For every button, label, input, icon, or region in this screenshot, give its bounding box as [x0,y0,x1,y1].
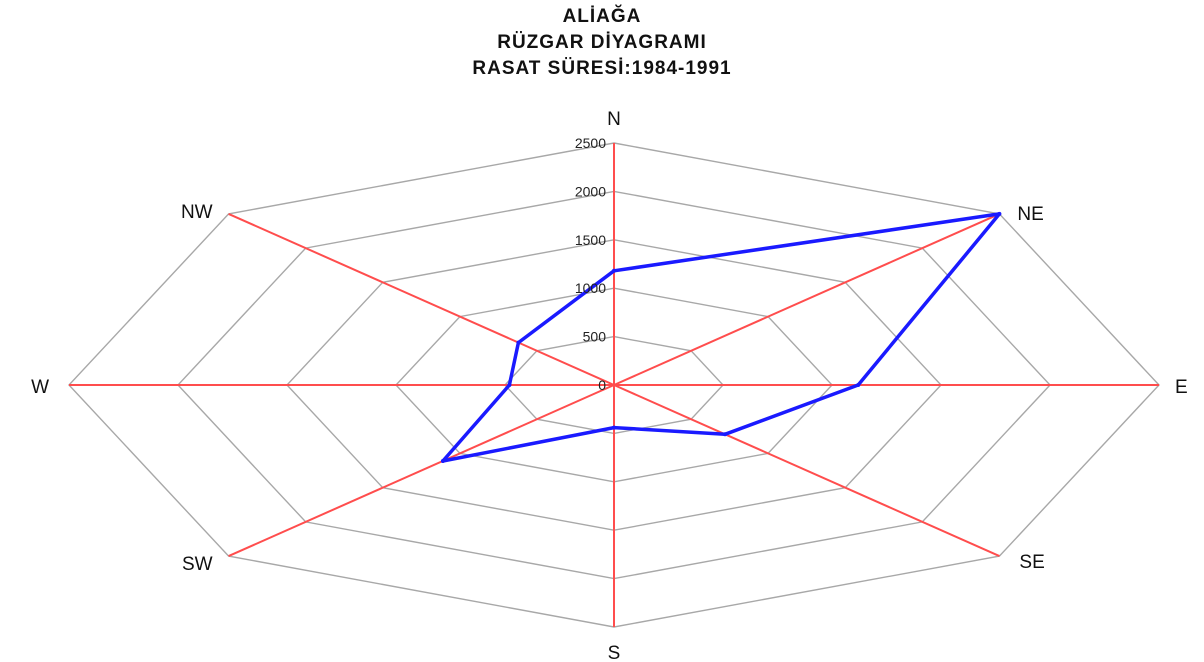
direction-label-e: E [1175,377,1188,398]
title-line-3: RASAT SÜRESİ:1984-1991 [472,58,732,79]
data-point-ne [997,211,1002,216]
direction-label-s: S [608,643,621,662]
direction-label-se: SE [1019,552,1044,573]
axis-spoke-ne [613,212,1000,386]
tick-label-500: 500 [583,329,607,345]
data-point-sw [440,459,445,463]
direction-label-ne: NE [1017,204,1043,225]
label-layer: N NE E SE S SW W NW [31,109,1188,662]
chart-title: ALİAĞA RÜZGAR DİYAGRAMI RASAT SÜRESİ:198… [0,4,1204,82]
axis-spoke-se [613,384,1000,558]
data-point-s [612,425,616,430]
tick-layer: 0 500 1000 1500 2000 2500 [575,135,606,393]
tick-label-1000: 1000 [575,280,606,296]
data-point-n [612,268,616,273]
tick-label-2000: 2000 [575,183,606,199]
series-layer [440,211,1002,463]
axis-spoke-sw [228,384,615,558]
tick-label-0: 0 [598,377,606,393]
data-point-w [507,383,512,387]
data-point-e [856,383,861,387]
axis-spoke-nw [228,212,615,386]
title-line-1: ALİAĞA [562,6,642,27]
title-line-2: RÜZGAR DİYAGRAMI [497,32,707,53]
axis-layer [69,143,1159,627]
direction-label-w: W [31,377,49,398]
data-point-nw [516,340,521,345]
tick-label-2500: 2500 [575,135,606,151]
tick-label-1500: 1500 [575,232,606,248]
direction-label-nw: NW [181,202,213,223]
direction-label-sw: SW [182,554,213,575]
data-point-se [723,432,727,437]
direction-label-n: N [607,109,621,130]
